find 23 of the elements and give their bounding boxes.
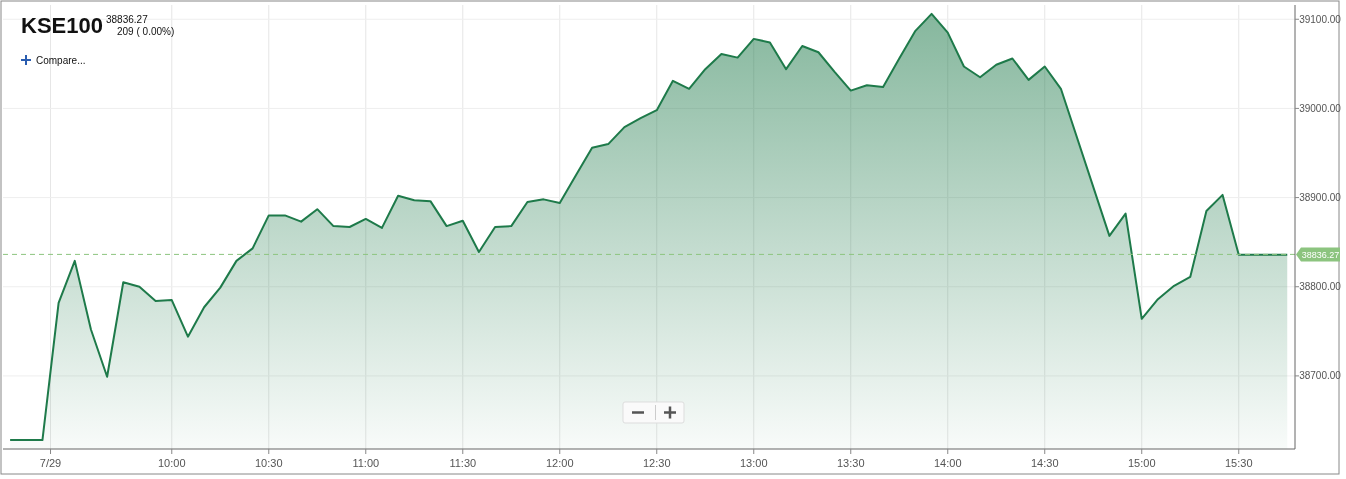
x-tick-label: 10:00 bbox=[158, 457, 186, 469]
x-tick-label: 15:30 bbox=[1224, 457, 1253, 469]
annotation: Compare... bbox=[36, 55, 86, 66]
x-tick-label: 11:30 bbox=[449, 457, 477, 469]
x-tick-label: 14:30 bbox=[1030, 457, 1059, 469]
x-tick-label: 10:30 bbox=[255, 457, 283, 469]
y-tick-label: 38700.00 bbox=[1299, 370, 1342, 382]
y-tick-label: 39100.00 bbox=[1299, 13, 1342, 25]
annotation: 38836.27 bbox=[106, 14, 149, 25]
x-tick-label: 15:00 bbox=[1127, 457, 1156, 469]
chart-title: KSE100 bbox=[21, 13, 103, 38]
x-tick-label: 11:00 bbox=[352, 457, 380, 469]
y-tick-label: 38800.00 bbox=[1299, 281, 1342, 293]
y-tick-label: 39000.00 bbox=[1299, 102, 1342, 114]
x-tick-label: 12:30 bbox=[642, 457, 671, 469]
annotation: 209 ( 0.00%) bbox=[117, 26, 175, 37]
y-tick-label: 38900.00 bbox=[1299, 192, 1342, 204]
x-tick-label: 13:30 bbox=[836, 457, 865, 469]
x-tick-label: 12:00 bbox=[546, 457, 574, 469]
x-tick-label: 13:00 bbox=[739, 457, 768, 469]
x-tick-label: 7/29 bbox=[39, 457, 62, 469]
ref-line-label: 38836.27 bbox=[1301, 249, 1340, 260]
x-tick-label: 14:00 bbox=[933, 457, 962, 469]
